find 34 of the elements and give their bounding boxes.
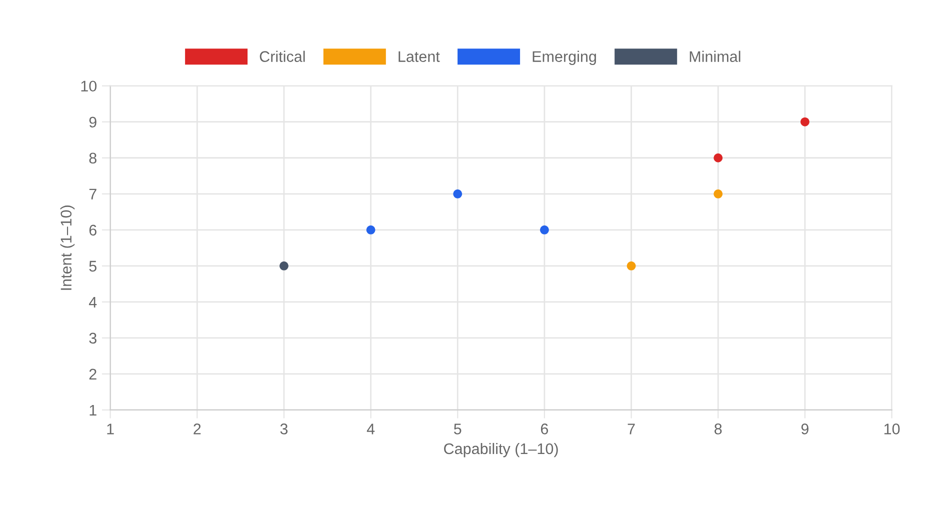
y-tick-label: 7 [89, 188, 96, 200]
x-tick-label: 7 [628, 424, 635, 434]
x-tick-label: 10 [884, 424, 900, 434]
y-tick-label: 9 [89, 116, 96, 128]
y-tick-label: 1 [90, 404, 96, 416]
legend-label: Critical [260, 50, 305, 62]
y-tick-label: 6 [89, 224, 96, 236]
point [279, 261, 288, 270]
y-tick-label: 5 [89, 260, 96, 272]
x-tick-label: 8 [714, 424, 722, 434]
point [800, 117, 810, 126]
point [366, 225, 376, 234]
y-tick-label: 3 [89, 332, 96, 344]
x-tick-label: 4 [366, 424, 375, 434]
x-tick-label: 1 [107, 424, 114, 434]
point [626, 261, 636, 270]
point [453, 189, 462, 198]
y-tick-label: 10 [81, 80, 97, 92]
y-tick-label: 4 [88, 296, 97, 308]
y-axis-title: Intent (1–10) [60, 206, 75, 290]
x-tick-label: 9 [801, 424, 808, 434]
legend-label: Minimal [690, 50, 740, 62]
x-tick-label: 5 [454, 424, 462, 434]
x-axis-title: Capability (1–10) [444, 442, 558, 458]
x-tick-label: 3 [280, 424, 288, 434]
y-tick-label: 8 [89, 152, 96, 164]
x-tick-label: 2 [194, 424, 201, 434]
point [714, 189, 723, 198]
x-tick-label: 6 [540, 424, 548, 434]
point [714, 153, 723, 162]
point [540, 225, 549, 234]
y-tick-label: 2 [89, 368, 96, 380]
legend-label: Emerging [532, 50, 596, 66]
legend-label: Latent [398, 51, 440, 62]
